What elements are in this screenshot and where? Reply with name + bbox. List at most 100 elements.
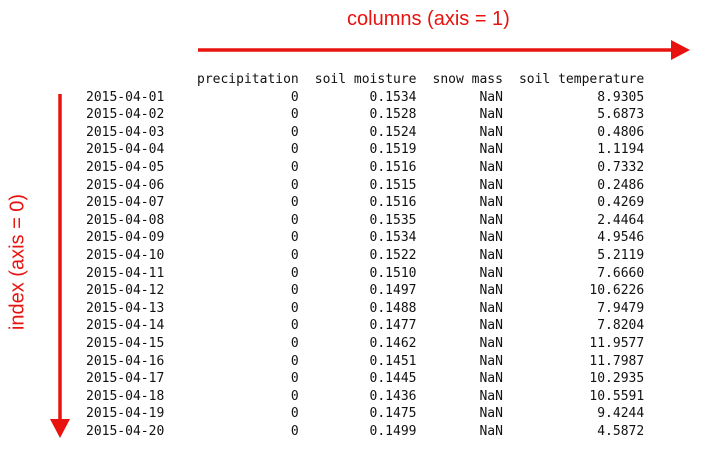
index-cell: 2015-04-17 xyxy=(86,371,165,387)
table-cell: 0 xyxy=(290,423,299,439)
column-header-snow-mass: snow mass xyxy=(432,72,503,87)
table-row: 2015-04-09 0 0.1534 NaN 4.9546 xyxy=(86,229,644,247)
table-row: 2015-04-05 0 0.1516 NaN 0.7332 xyxy=(86,159,644,177)
index-cell: 2015-04-03 xyxy=(86,124,165,140)
table-cell: 4.9546 xyxy=(597,230,645,246)
table-cell: NaN xyxy=(479,212,503,228)
column-header-soil-moisture: soil moisture xyxy=(314,72,417,87)
index-cell: 2015-04-13 xyxy=(86,300,165,316)
table-cell: 0 xyxy=(290,230,299,246)
index-axis-label: index (axis = 0) xyxy=(6,193,29,331)
table-cell: 0.1475 xyxy=(369,406,417,422)
table-cell: 10.5591 xyxy=(589,388,645,404)
table-cell: 0.1516 xyxy=(369,195,417,211)
table-cell: 0.4269 xyxy=(597,195,645,211)
index-cell: 2015-04-01 xyxy=(86,89,165,105)
table-cell: 0.1499 xyxy=(369,423,417,439)
index-cell: 2015-04-07 xyxy=(86,195,165,211)
table-cell: 0.1516 xyxy=(369,159,417,175)
table-cell: 0 xyxy=(290,300,299,316)
table-cell: 0.1519 xyxy=(369,142,417,158)
table-row: 2015-04-06 0 0.1515 NaN 0.2486 xyxy=(86,177,644,195)
table-row: 2015-04-03 0 0.1524 NaN 0.4806 xyxy=(86,124,644,142)
index-cell: 2015-04-09 xyxy=(86,230,165,246)
table-row: 2015-04-18 0 0.1436 NaN 10.5591 xyxy=(86,388,644,406)
table-cell: 0.1534 xyxy=(369,230,417,246)
table-cell: 10.6226 xyxy=(589,283,645,299)
table-cell: 0.1534 xyxy=(369,89,417,105)
table-cell: 0.1515 xyxy=(369,177,417,193)
table-cell: 0 xyxy=(290,107,299,123)
table-cell: 0.7332 xyxy=(597,159,645,175)
table-row: 2015-04-12 0 0.1497 NaN 10.6226 xyxy=(86,282,644,300)
table-row: 2015-04-20 0 0.1499 NaN 4.5872 xyxy=(86,423,644,441)
table-row: 2015-04-04 0 0.1519 NaN 1.1194 xyxy=(86,141,644,159)
table-row: 2015-04-13 0 0.1488 NaN 7.9479 xyxy=(86,300,644,318)
index-cell: 2015-04-19 xyxy=(86,406,165,422)
table-cell: 0.4806 xyxy=(597,124,645,140)
table-row: 2015-04-01 0 0.1534 NaN 8.9305 xyxy=(86,89,644,107)
table-row: 2015-04-16 0 0.1451 NaN 11.7987 xyxy=(86,353,644,371)
table-cell: 2.4464 xyxy=(597,212,645,228)
table-cell: 11.7987 xyxy=(589,353,645,369)
index-cell: 2015-04-08 xyxy=(86,212,165,228)
table-row: 2015-04-14 0 0.1477 NaN 7.8204 xyxy=(86,317,644,335)
table-cell: 0 xyxy=(290,177,299,193)
table-row: 2015-04-08 0 0.1535 NaN 2.4464 xyxy=(86,212,644,230)
table-cell: NaN xyxy=(479,388,503,404)
table-cell: NaN xyxy=(479,89,503,105)
table-cell: NaN xyxy=(479,423,503,439)
table-row: 2015-04-10 0 0.1522 NaN 5.2119 xyxy=(86,247,644,265)
table-cell: 0.1462 xyxy=(369,335,417,351)
table-cell: 0.1445 xyxy=(369,371,417,387)
table-cell: NaN xyxy=(479,195,503,211)
index-cell: 2015-04-12 xyxy=(86,283,165,299)
table-cell: 5.6873 xyxy=(597,107,645,123)
column-header-soil-temperature: soil temperature xyxy=(518,72,645,87)
index-cell: 2015-04-11 xyxy=(86,265,165,281)
table-cell: NaN xyxy=(479,247,503,263)
table-cell: 10.2935 xyxy=(589,371,645,387)
table-cell: 0 xyxy=(290,388,299,404)
table-cell: 8.9305 xyxy=(597,89,645,105)
table-cell: NaN xyxy=(479,406,503,422)
table-cell: 0 xyxy=(290,159,299,175)
index-cell: 2015-04-15 xyxy=(86,335,165,351)
table-cell: 0 xyxy=(290,318,299,334)
table-cell: NaN xyxy=(479,318,503,334)
table-cell: 0.2486 xyxy=(597,177,645,193)
index-cell: 2015-04-18 xyxy=(86,388,165,404)
index-cell: 2015-04-10 xyxy=(86,247,165,263)
table-cell: NaN xyxy=(479,283,503,299)
table-body: 2015-04-01 0 0.1534 NaN 8.9305 2015-04-02 0 0.1… xyxy=(86,89,644,441)
table-cell: 0 xyxy=(290,247,299,263)
table-cell: NaN xyxy=(479,177,503,193)
table-cell: 0.1524 xyxy=(369,124,417,140)
index-cell: 2015-04-20 xyxy=(86,423,165,439)
table-cell: 0 xyxy=(290,353,299,369)
table-cell: 0 xyxy=(290,212,299,228)
table-cell: 0 xyxy=(290,335,299,351)
table-cell: NaN xyxy=(479,300,503,316)
table-cell: 0 xyxy=(290,195,299,211)
columns-arrow xyxy=(198,40,690,60)
table-cell: NaN xyxy=(479,142,503,158)
table-cell: 0 xyxy=(290,406,299,422)
table-cell: 0.1477 xyxy=(369,318,417,334)
index-cell: 2015-04-14 xyxy=(86,318,165,334)
table-cell: 0 xyxy=(290,89,299,105)
table-cell: 11.9577 xyxy=(589,335,645,351)
index-arrow xyxy=(50,94,70,438)
header-row: precipitation soil moisture snow mass so… xyxy=(86,71,644,89)
table-cell: 0.1522 xyxy=(369,247,417,263)
table-cell: NaN xyxy=(479,265,503,281)
table-cell: NaN xyxy=(479,124,503,140)
table-cell: 0 xyxy=(290,283,299,299)
table-cell: NaN xyxy=(479,159,503,175)
table-cell: 4.5872 xyxy=(597,423,645,439)
table-cell: 0.1436 xyxy=(369,388,417,404)
table-cell: 0 xyxy=(290,124,299,140)
table-cell: 5.2119 xyxy=(597,247,645,263)
table-cell: 0.1535 xyxy=(369,212,417,228)
